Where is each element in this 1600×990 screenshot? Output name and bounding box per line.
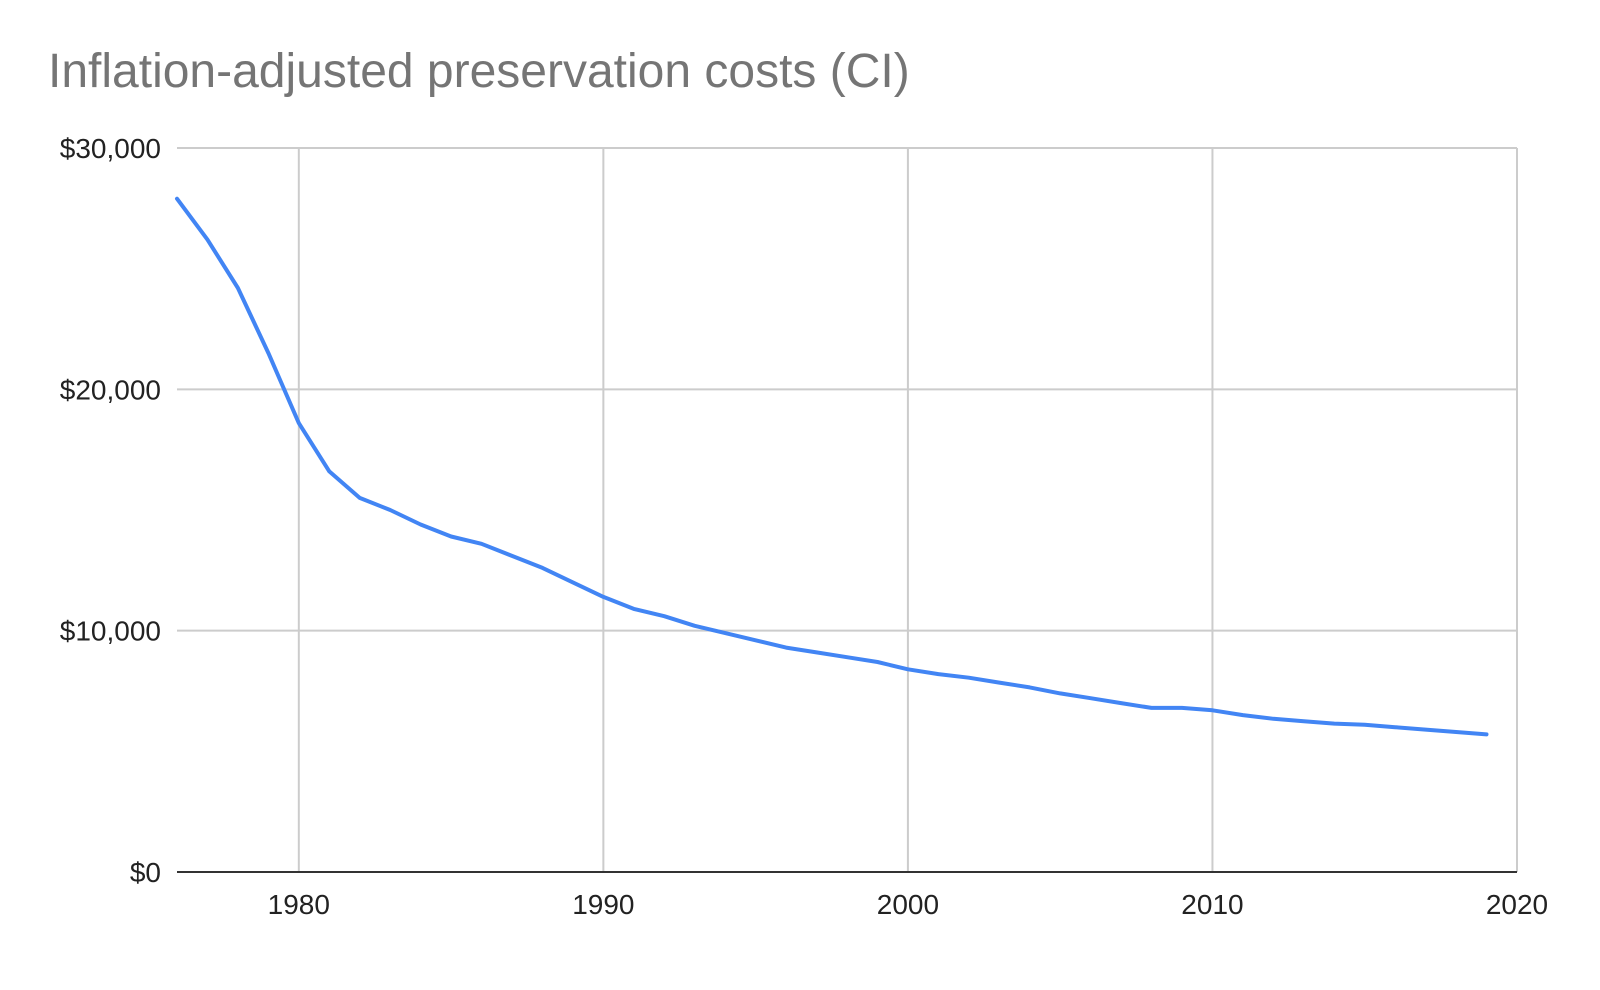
data-point	[906, 667, 910, 671]
data-point	[1241, 713, 1245, 717]
data-point	[1393, 725, 1397, 729]
y-tick-label: $0	[130, 857, 161, 888]
data-point	[754, 638, 758, 642]
series-line	[175, 196, 1489, 737]
y-tick-label: $30,000	[60, 133, 161, 164]
data-point	[662, 614, 666, 618]
x-tick-label: 2010	[1181, 889, 1243, 920]
y-tick-label: $10,000	[60, 616, 161, 647]
data-point	[1454, 730, 1458, 734]
data-point	[1119, 701, 1123, 705]
data-point	[784, 646, 788, 650]
data-point	[1424, 728, 1428, 732]
data-point	[540, 566, 544, 570]
data-point	[632, 607, 636, 611]
data-point	[723, 631, 727, 635]
data-point	[1150, 706, 1154, 710]
data-point	[1180, 706, 1184, 710]
data-point	[845, 655, 849, 659]
data-point	[693, 624, 697, 628]
data-point	[875, 660, 879, 664]
data-point	[327, 469, 331, 473]
data-point	[1028, 685, 1032, 689]
y-tick-label: $20,000	[60, 374, 161, 405]
data-point	[571, 580, 575, 584]
data-point	[1302, 719, 1306, 723]
data-point	[936, 672, 940, 676]
data-point	[997, 681, 1001, 685]
data-point	[297, 421, 301, 425]
data-point	[236, 286, 240, 290]
x-tick-label: 1980	[268, 889, 330, 920]
data-point	[1058, 691, 1062, 695]
x-tick-label: 2020	[1486, 889, 1548, 920]
data-point	[419, 522, 423, 526]
data-point	[266, 351, 270, 355]
data-point	[601, 595, 605, 599]
data-point	[1089, 696, 1093, 700]
data-point	[967, 676, 971, 680]
data-point	[388, 508, 392, 512]
data-point	[1332, 722, 1336, 726]
data-point	[815, 650, 819, 654]
data-point	[358, 496, 362, 500]
x-tick-label: 1990	[572, 889, 634, 920]
data-point	[205, 238, 209, 242]
data-point	[449, 535, 453, 539]
data-point	[175, 197, 179, 201]
data-point	[1363, 723, 1367, 727]
data-point	[480, 542, 484, 546]
data-point	[1271, 717, 1275, 721]
x-tick-label: 2000	[877, 889, 939, 920]
data-point	[510, 554, 514, 558]
data-point	[1210, 708, 1214, 712]
data-point	[1485, 732, 1489, 736]
chart-title: Inflation-adjusted preservation costs (C…	[48, 45, 910, 98]
